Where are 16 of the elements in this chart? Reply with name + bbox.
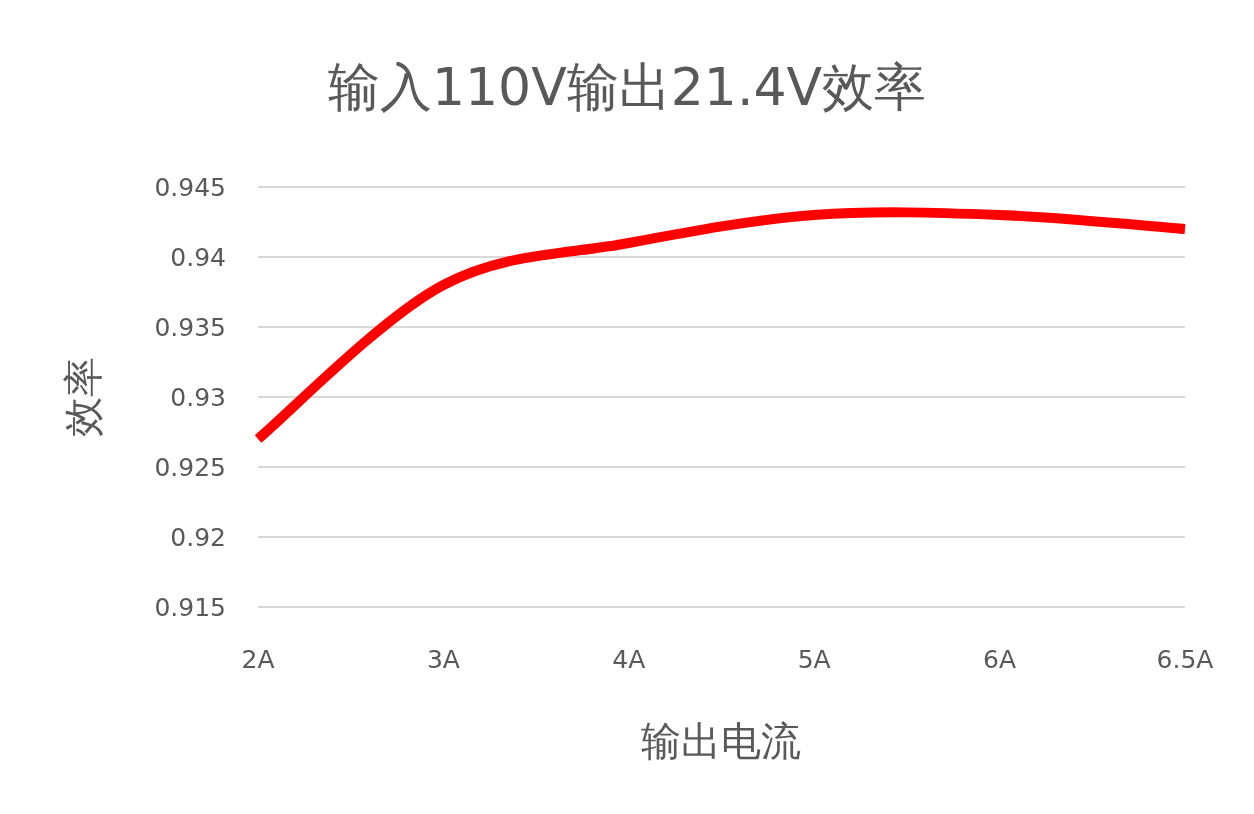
x-tick-label: 2A <box>241 645 275 674</box>
y-tick-label: 0.925 <box>154 453 226 482</box>
y-tick-label: 0.915 <box>154 593 226 622</box>
y-tick-label: 0.93 <box>170 383 226 412</box>
x-tick-label: 4A <box>612 645 646 674</box>
y-tick-label: 0.94 <box>170 243 226 272</box>
y-axis-title: 效率 <box>60 357 106 437</box>
x-tick-label: 3A <box>426 645 460 674</box>
x-tick-label: 6.5A <box>1156 645 1214 674</box>
x-tick-label: 6A <box>983 645 1017 674</box>
y-tick-label: 0.92 <box>170 523 226 552</box>
y-tick-label: 0.945 <box>154 173 226 202</box>
x-tick-label: 5A <box>797 645 831 674</box>
y-tick-label: 0.935 <box>154 313 226 342</box>
chart-title: 输入110V输出21.4V效率 <box>327 57 927 117</box>
x-axis-title: 输出电流 <box>641 718 801 764</box>
